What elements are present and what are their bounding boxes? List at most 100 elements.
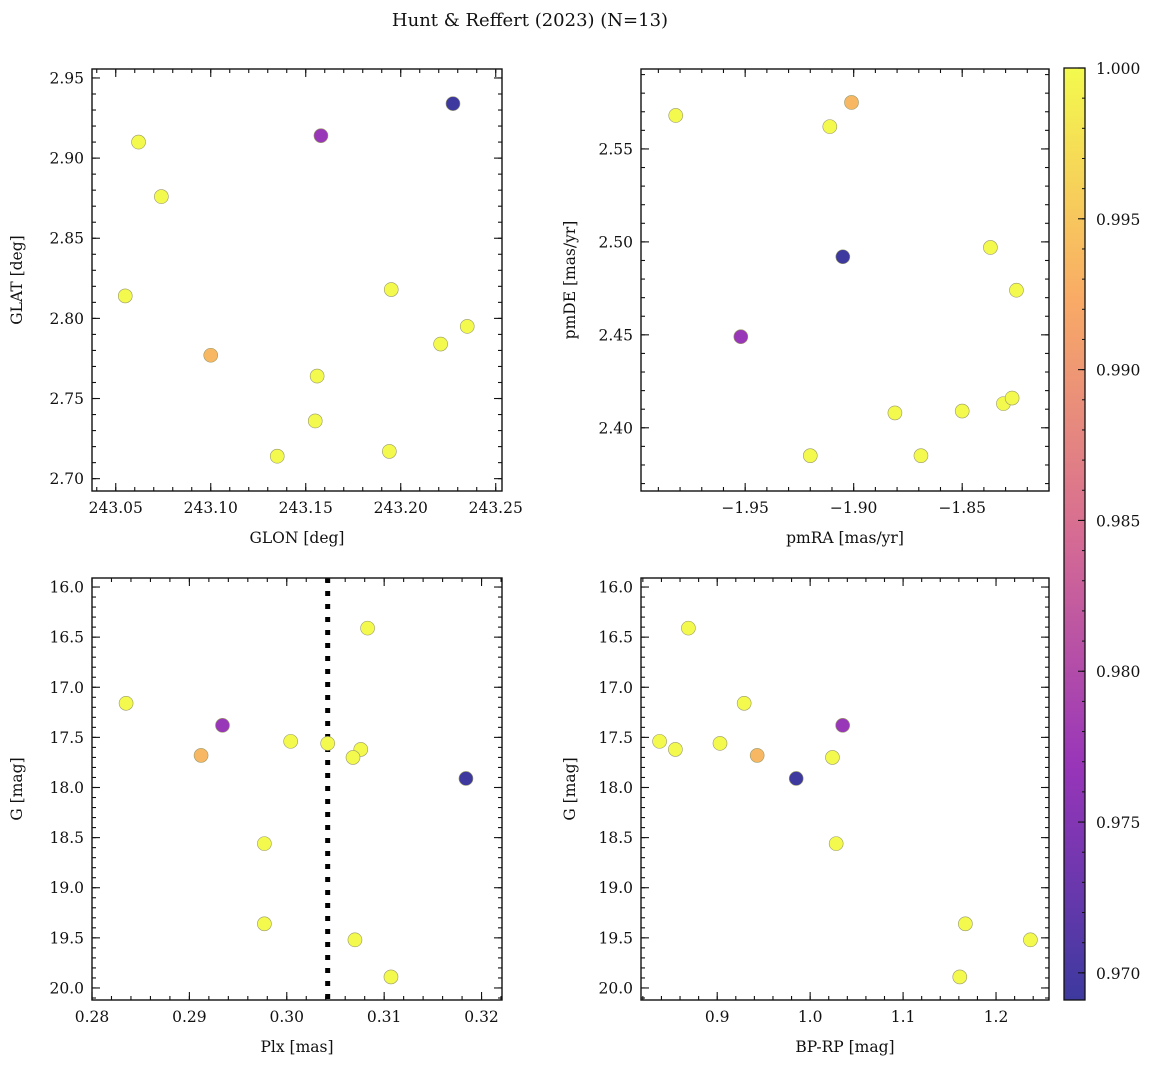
y-tick-label: 16.5 xyxy=(598,629,633,647)
scatter-point xyxy=(309,368,325,384)
y-tick-label: 16.0 xyxy=(49,579,84,597)
ticks xyxy=(91,578,502,1000)
x-tick-label: −1.85 xyxy=(938,499,986,517)
x-tick-label: 1.2 xyxy=(984,1008,1009,1026)
scatter-point xyxy=(320,736,335,751)
scatter-point xyxy=(749,748,765,763)
colorbar-tick-label: 0.995 xyxy=(1096,211,1140,229)
x-axis-label: GLON [deg] xyxy=(250,529,345,547)
y-tick-label: 19.5 xyxy=(49,929,84,947)
y-tick-label: 19.0 xyxy=(598,879,633,897)
y-axis-label: G [mag] xyxy=(8,757,26,820)
axes-frame xyxy=(91,68,503,492)
scatter-point xyxy=(822,119,838,134)
scatter-point xyxy=(458,771,474,786)
y-tick-label: 17.0 xyxy=(49,679,84,697)
x-tick-label: 243.25 xyxy=(469,499,523,517)
scatter-point xyxy=(887,405,903,421)
scatter-point xyxy=(383,282,399,297)
colorbar-gradient xyxy=(1064,68,1085,1000)
panel-pmra-pmde: −1.95 −1.90 −1.85 2.40 2.45 2.50 2.55 pmRA [mas… xyxy=(561,68,1050,547)
y-tick-label: 17.0 xyxy=(598,679,633,697)
x-tick-label: 0.32 xyxy=(464,1008,499,1026)
scatter-point xyxy=(835,249,851,265)
y-tick-label: 17.5 xyxy=(49,729,84,747)
y-tick-label: 2.75 xyxy=(49,390,84,408)
x-tick-label: 243.20 xyxy=(374,499,428,517)
scatter-point xyxy=(802,448,818,463)
ticks xyxy=(641,69,1050,491)
scatter-point xyxy=(958,916,973,932)
scatter-point xyxy=(712,736,728,751)
x-axis-label: pmRA [mas/yr] xyxy=(786,529,904,547)
y-tick-label: 18.0 xyxy=(49,779,84,797)
scatter-point xyxy=(1023,932,1038,948)
figure-title: Hunt & Reffert (2023) (N=13) xyxy=(392,10,668,31)
x-tick-label: 243.10 xyxy=(184,499,238,517)
scatter-point xyxy=(954,403,970,419)
x-tick-label: 243.15 xyxy=(279,499,333,517)
y-tick-label: 16.5 xyxy=(49,629,84,647)
axes-frame xyxy=(640,577,1050,1001)
scatter-point xyxy=(154,189,169,204)
panel-bprp-g: 0.9 1.0 1.1 1.2 16.0 16.5 17.0 17.5 18.0 18.5 19.0… xyxy=(561,577,1050,1056)
scatter-point xyxy=(652,734,667,749)
scatter-point xyxy=(1004,390,1020,406)
scatter-point xyxy=(835,718,850,733)
y-tick-label: 18.5 xyxy=(49,829,84,847)
y-tick-label: 18.5 xyxy=(598,829,633,847)
x-axis-label: Plx [mas] xyxy=(260,1038,333,1056)
scatter-points xyxy=(118,620,474,985)
scatter-point xyxy=(382,444,397,459)
ticks xyxy=(92,69,502,491)
scatter-point xyxy=(825,750,840,765)
scatter-points xyxy=(668,95,1024,463)
panel-glon-glat: 243.05 243.10 243.15 243.20 243.25 2.70 2.75 2.… xyxy=(8,68,523,547)
panels: 243.05 243.10 243.15 243.20 243.25 2.70 2.75 2.… xyxy=(8,68,1050,1056)
scatter-point xyxy=(844,95,859,110)
scatter-point xyxy=(193,748,209,763)
y-tick-label: 2.45 xyxy=(598,326,633,344)
x-tick-label: 243.05 xyxy=(89,499,143,517)
x-tick-label: −1.90 xyxy=(830,499,878,517)
y-tick-label: 16.0 xyxy=(598,579,633,597)
scatter-point xyxy=(913,448,929,463)
colorbar: 1.000 0.995 0.990 0.985 0.980 0.975 0.970 xyxy=(1063,60,1140,1001)
scatter-point xyxy=(283,734,298,749)
scatter-point xyxy=(118,695,134,711)
scatter-point xyxy=(345,750,361,765)
axes-frame xyxy=(640,68,1050,492)
scatter-point xyxy=(131,134,146,150)
scatter-point xyxy=(433,336,448,352)
colorbar-tick-label: 0.985 xyxy=(1096,512,1140,530)
scatter-point xyxy=(360,620,375,636)
y-tick-label: 2.90 xyxy=(49,150,84,168)
scatter-point xyxy=(257,836,272,851)
scatter-point xyxy=(681,620,696,636)
x-tick-label: 0.29 xyxy=(172,1008,207,1026)
scatter-point xyxy=(788,771,804,786)
scatter-point xyxy=(383,969,399,985)
scatter-point xyxy=(668,742,683,757)
y-axis-label: G [mag] xyxy=(561,757,579,820)
scatter-point xyxy=(828,836,844,851)
scatter-point xyxy=(215,718,230,733)
scatter-point xyxy=(313,128,329,143)
scatter-points xyxy=(652,620,1038,985)
scatter-point xyxy=(347,932,363,948)
scatter-point xyxy=(117,288,133,304)
x-tick-label: 0.31 xyxy=(367,1008,402,1026)
y-tick-label: 20.0 xyxy=(49,979,84,997)
scatter-point xyxy=(307,413,323,429)
y-axis-label: pmDE [mas/yr] xyxy=(561,221,579,340)
x-tick-label: 0.9 xyxy=(705,1008,730,1026)
y-tick-label: 18.0 xyxy=(598,779,633,797)
x-axis-label: BP-RP [mag] xyxy=(795,1038,894,1056)
y-axis-label: GLAT [deg] xyxy=(8,235,26,324)
y-tick-label: 2.50 xyxy=(598,233,633,251)
scatter-point xyxy=(736,695,752,711)
scatter-point xyxy=(203,347,219,363)
y-tick-label: 2.40 xyxy=(598,419,633,437)
y-tick-label: 2.70 xyxy=(49,470,84,488)
scatter-point xyxy=(983,240,998,255)
